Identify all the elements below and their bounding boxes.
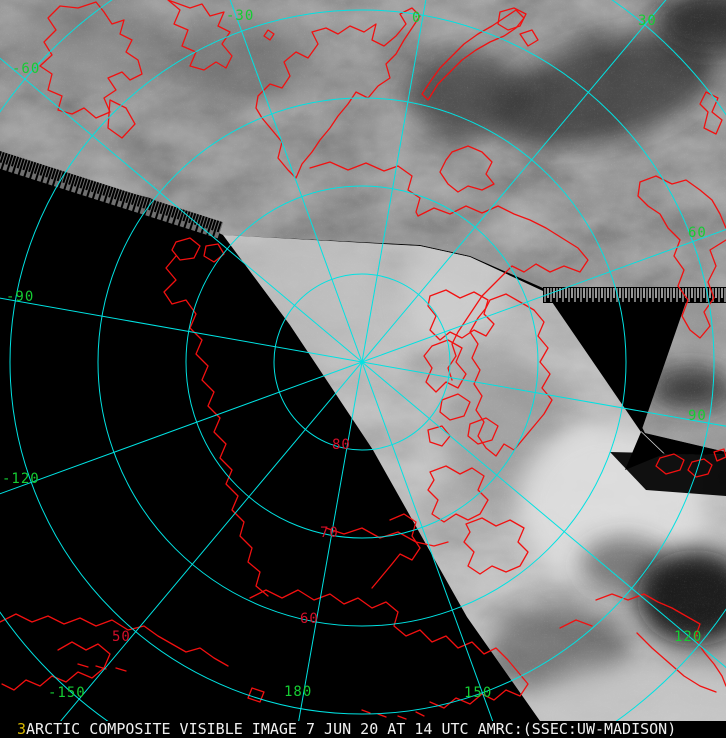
meridian-line	[361, 361, 726, 669]
latitude-circle	[185, 185, 539, 539]
longitude-label-30: 30	[638, 13, 657, 29]
latitude-circle	[97, 97, 627, 627]
meridian-line	[361, 361, 500, 738]
caption-title: ARCTIC COMPOSITE VISIBLE IMAGE 7 JUN 20 …	[26, 720, 677, 738]
comb-artifact-left	[0, 151, 223, 239]
meridian-line	[295, 361, 363, 738]
caption-bar: 3ARCTIC COMPOSITE VISIBLE IMAGE 7 JUN 20…	[0, 721, 726, 738]
meridian-line	[0, 57, 363, 363]
longitude-label-60: 60	[688, 225, 707, 241]
longitude-label--150: -150	[48, 685, 86, 701]
comb-artifact-right	[543, 287, 726, 303]
longitude-label--30: -30	[226, 8, 255, 24]
meridian-line	[361, 361, 726, 427]
longitude-label-180: 180	[284, 684, 313, 700]
longitude-label-0: 0	[412, 10, 422, 26]
caption-channel-number: 3	[17, 720, 27, 738]
longitude-label--60: -60	[12, 61, 41, 77]
meridian-line	[0, 361, 363, 495]
latitude-circle	[9, 9, 715, 715]
meridian-line	[361, 228, 726, 363]
meridian-line	[361, 0, 667, 363]
latitude-label-50: 50	[112, 629, 131, 645]
latitude-label-70: 70	[320, 525, 339, 541]
meridian-line	[45, 361, 363, 738]
longitude-label--120: -120	[2, 471, 40, 487]
latitude-label-60: 60	[300, 611, 319, 627]
longitude-label--90: -90	[6, 289, 35, 305]
longitude-label-90: 90	[688, 408, 707, 424]
longitude-label-150: 150	[464, 685, 493, 701]
meridian-line	[361, 0, 427, 363]
latitude-label-80: 80	[332, 437, 351, 453]
latitude-circle	[273, 273, 451, 451]
meridian-line	[229, 0, 363, 363]
longitude-label-120: 120	[674, 629, 703, 645]
caption-text: 3ARCTIC COMPOSITE VISIBLE IMAGE 7 JUN 20…	[17, 722, 676, 737]
meridian-line	[0, 297, 363, 363]
